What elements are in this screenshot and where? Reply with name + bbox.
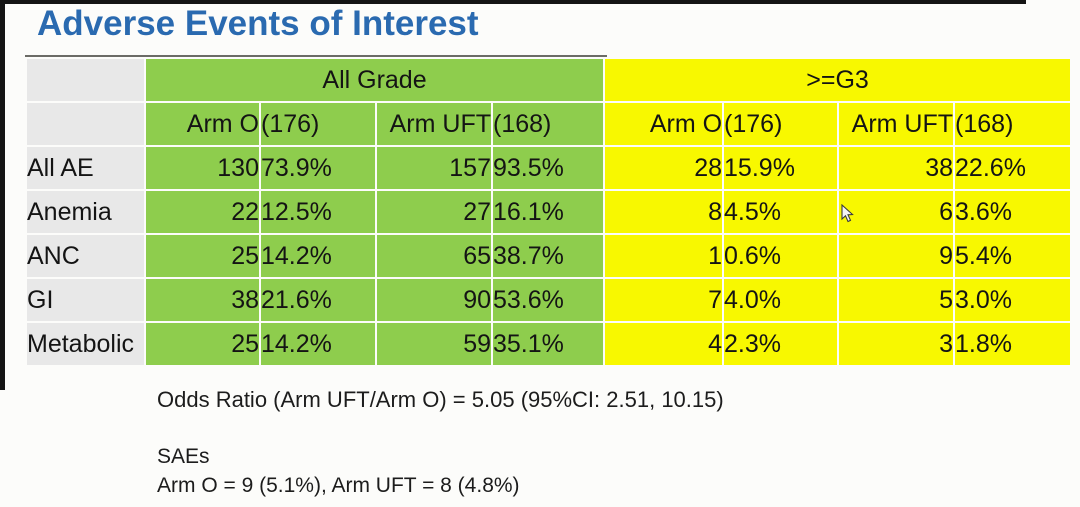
table-cell: 3.0% bbox=[955, 279, 1071, 321]
table-cell: 93.5% bbox=[493, 147, 604, 189]
table-cell: 4.5% bbox=[724, 191, 838, 233]
saes-values: Arm O = 9 (5.1%), Arm UFT = 8 (4.8%) bbox=[157, 474, 520, 497]
group-header-row: All Grade >=G3 bbox=[27, 59, 1071, 101]
row-label: Metabolic bbox=[27, 323, 144, 365]
column-header-arm-uft: Arm UFT bbox=[839, 103, 954, 145]
table-cell: 22 bbox=[146, 191, 259, 233]
row-label: Anemia bbox=[27, 191, 144, 233]
table-corner-cell bbox=[27, 59, 144, 101]
table-cell: 130 bbox=[146, 147, 259, 189]
table-cell: 3 bbox=[839, 323, 954, 365]
mouse-cursor-icon bbox=[841, 204, 854, 223]
table-cell: 3.6% bbox=[955, 191, 1071, 233]
table-cell: 73.9% bbox=[261, 147, 375, 189]
table-cell: 0.6% bbox=[724, 235, 838, 277]
table-cell: 59 bbox=[377, 323, 491, 365]
column-header-n168: (168) bbox=[955, 103, 1071, 145]
table-row: Anemia 22 12.5% 27 16.1% 8 4.5% 6 3.6% bbox=[27, 191, 1071, 233]
table-cell: 8 bbox=[605, 191, 723, 233]
left-edge-bar bbox=[0, 0, 5, 390]
table-cell: 4 bbox=[605, 323, 723, 365]
table-cell: 28 bbox=[605, 147, 723, 189]
saes-note: SAEs Arm O = 9 (5.1%), Arm UFT = 8 (4.8%… bbox=[157, 442, 520, 500]
group-header-g3: >=G3 bbox=[605, 59, 1071, 101]
table-cell: 4.0% bbox=[724, 279, 838, 321]
table-cell: 12.5% bbox=[261, 191, 375, 233]
table-cell: 53.6% bbox=[493, 279, 604, 321]
table-cell: 22.6% bbox=[955, 147, 1071, 189]
column-header-row: Arm O (176) Arm UFT (168) Arm O (176) Ar… bbox=[27, 103, 1071, 145]
table-cell: 2.3% bbox=[724, 323, 838, 365]
table-cell: 5.4% bbox=[955, 235, 1071, 277]
column-header-arm-o: Arm O bbox=[146, 103, 259, 145]
slide-title: Adverse Events of Interest bbox=[37, 4, 479, 43]
table-cell: 14.2% bbox=[261, 235, 375, 277]
table-cell: 27 bbox=[377, 191, 491, 233]
column-header-n176: (176) bbox=[261, 103, 375, 145]
table-row: All AE 130 73.9% 157 93.5% 28 15.9% 38 2… bbox=[27, 147, 1071, 189]
adverse-events-table: All Grade >=G3 Arm O (176) Arm UFT (168)… bbox=[25, 57, 1072, 367]
row-label: ANC bbox=[27, 235, 144, 277]
table-cell: 7 bbox=[605, 279, 723, 321]
column-header-n168: (168) bbox=[493, 103, 604, 145]
table-cell: 90 bbox=[377, 279, 491, 321]
row-label: GI bbox=[27, 279, 144, 321]
table-cell: 9 bbox=[839, 235, 954, 277]
odds-ratio-note: Odds Ratio (Arm UFT/Arm O) = 5.05 (95%CI… bbox=[157, 387, 724, 412]
table-cell: 65 bbox=[377, 235, 491, 277]
table-cell: 6 bbox=[839, 191, 954, 233]
table-cell: 38 bbox=[839, 147, 954, 189]
top-edge-bar bbox=[0, 0, 1026, 4]
column-header-n176: (176) bbox=[724, 103, 838, 145]
table-row: ANC 25 14.2% 65 38.7% 1 0.6% 9 5.4% bbox=[27, 235, 1071, 277]
table-cell: 1 bbox=[605, 235, 723, 277]
table-cell: 1.8% bbox=[955, 323, 1071, 365]
table-row: Metabolic 25 14.2% 59 35.1% 4 2.3% 3 1.8… bbox=[27, 323, 1071, 365]
column-header-arm-uft: Arm UFT bbox=[377, 103, 491, 145]
table-cell: 25 bbox=[146, 235, 259, 277]
table-cell: 35.1% bbox=[493, 323, 604, 365]
table-cell: 21.6% bbox=[261, 279, 375, 321]
table-cell: 15.9% bbox=[724, 147, 838, 189]
table-cell: 25 bbox=[146, 323, 259, 365]
table-cell: 5 bbox=[839, 279, 954, 321]
table-cell: 14.2% bbox=[261, 323, 375, 365]
table-cell: 38 bbox=[146, 279, 259, 321]
table-cell: 157 bbox=[377, 147, 491, 189]
saes-label: SAEs bbox=[157, 445, 210, 468]
table-cell: 16.1% bbox=[493, 191, 604, 233]
table-corner-cell bbox=[27, 103, 144, 145]
group-header-all-grade: All Grade bbox=[146, 59, 604, 101]
table-top-border bbox=[25, 55, 607, 57]
table-cell: 38.7% bbox=[493, 235, 604, 277]
table-row: GI 38 21.6% 90 53.6% 7 4.0% 5 3.0% bbox=[27, 279, 1071, 321]
row-label: All AE bbox=[27, 147, 144, 189]
column-header-arm-o: Arm O bbox=[605, 103, 723, 145]
